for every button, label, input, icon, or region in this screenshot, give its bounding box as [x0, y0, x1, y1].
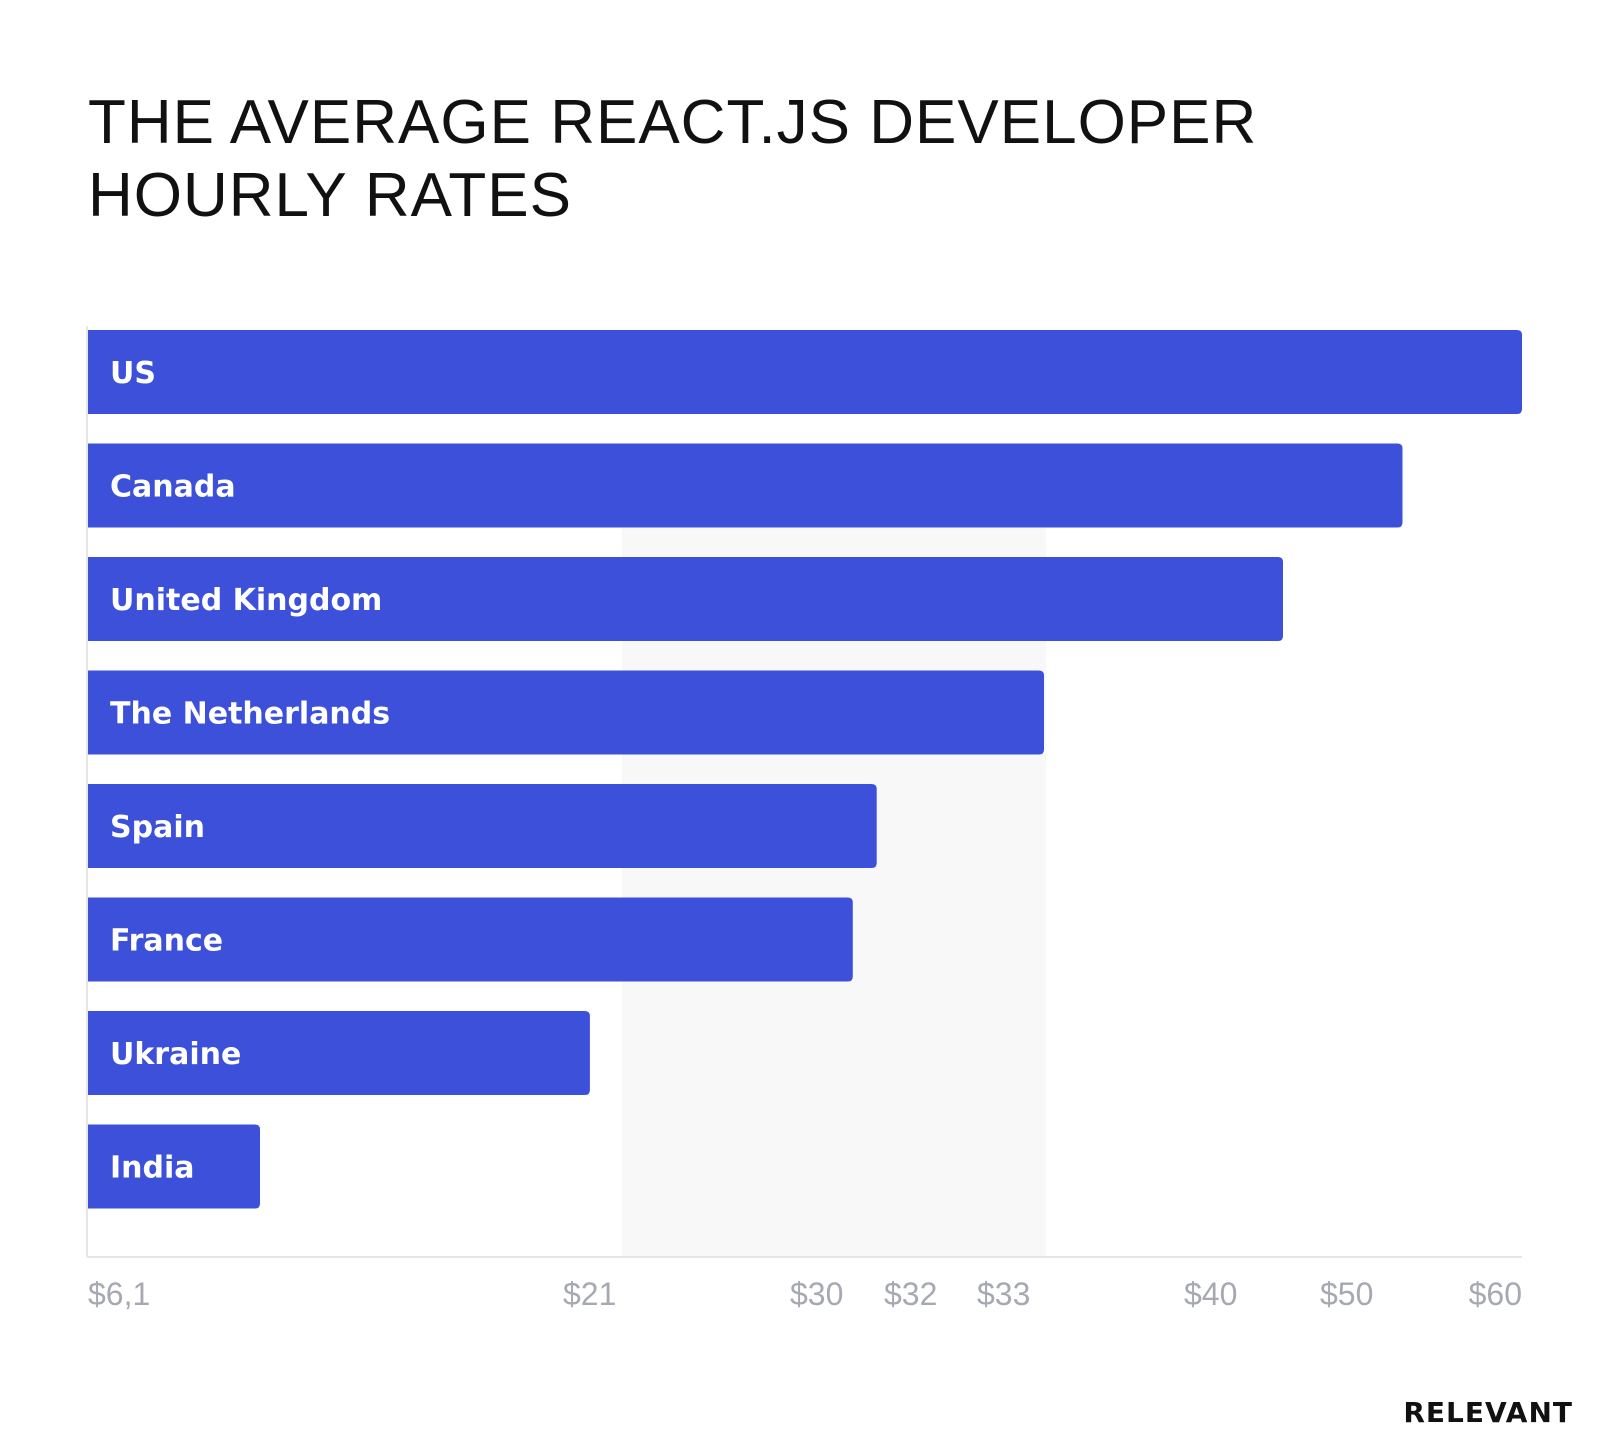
bar-ukraine — [88, 1011, 590, 1095]
bar-us — [88, 330, 1522, 414]
bar-label-canada: Canada — [110, 470, 236, 505]
bar-label-france: France — [110, 924, 223, 959]
brand-logo: RELEVANT — [1403, 1396, 1573, 1429]
bar-united-kingdom — [88, 557, 1283, 641]
bar-label-us: US — [110, 356, 156, 391]
bar-label-spain: Spain — [110, 810, 205, 845]
x-tick-label: $30 — [790, 1276, 843, 1312]
x-axis: $6,1 $21 $30 $32 $33 $40 $50 $60 — [86, 326, 1522, 1312]
x-tick-label: $50 — [1320, 1276, 1373, 1312]
bar-label-united-kingdom: United Kingdom — [110, 583, 382, 618]
x-tick-label: $33 — [977, 1276, 1030, 1312]
bar-label-the-netherlands: The Netherlands — [110, 697, 390, 732]
x-tick-label: $40 — [1184, 1276, 1237, 1312]
bar-india — [88, 1124, 260, 1209]
shaded-band-layer — [622, 528, 1046, 1257]
x-tick-label: $32 — [884, 1276, 937, 1312]
bar-france — [88, 897, 853, 982]
bar-the-netherlands — [88, 670, 1044, 755]
chart-title: THE AVERAGE REACT.JS DEVELOPER HOURLY RA… — [88, 88, 1258, 230]
bars-layer: US Canada United Kingdom The Netherlands Spa… — [88, 330, 1522, 1209]
x-tick-label: $6,1 — [88, 1276, 150, 1312]
bar-label-ukraine: Ukraine — [110, 1037, 241, 1072]
x-tick-label: $60 — [1469, 1276, 1522, 1312]
bar-spain — [88, 784, 877, 868]
bar-canada — [88, 443, 1403, 528]
shaded-band — [622, 528, 1046, 1257]
bar-label-india: India — [110, 1151, 195, 1186]
x-tick-label: $21 — [563, 1276, 616, 1312]
